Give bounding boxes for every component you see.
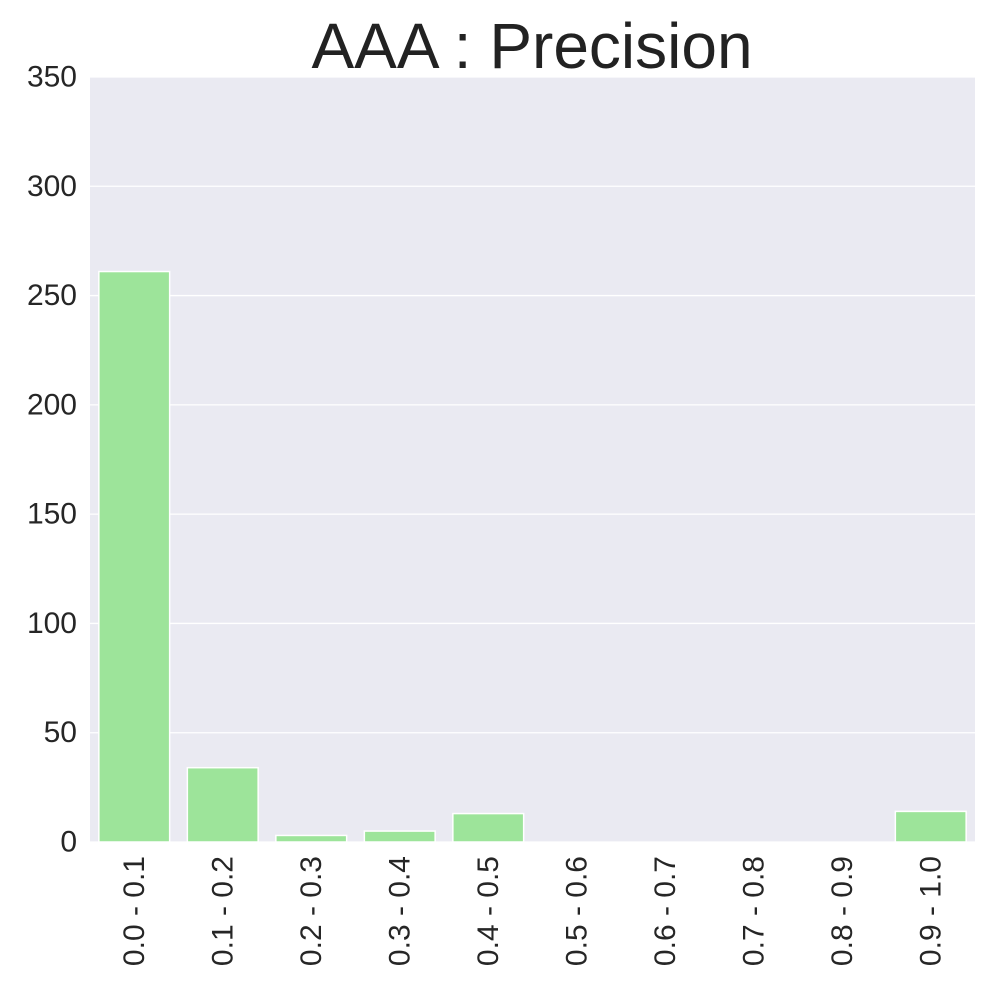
- y-tick-label: 250: [27, 279, 77, 312]
- y-tick-label: 100: [27, 607, 77, 640]
- x-tick-label: 0.9 - 1.0: [914, 856, 947, 966]
- y-tick-label: 0: [60, 826, 77, 859]
- y-tick-label: 50: [44, 716, 77, 749]
- x-tick-label: 0.6 - 0.7: [649, 856, 682, 966]
- x-tick-label: 0.0 - 0.1: [118, 856, 151, 966]
- gridlines: [90, 76, 975, 843]
- y-axis-tick-labels: 0 50 100 150 200 250 300 350: [27, 61, 77, 859]
- y-tick-label: 300: [27, 170, 77, 203]
- bar: [275, 834, 348, 843]
- x-axis-tick-labels: 0.0 - 0.1 0.1 - 0.2 0.2 - 0.3 0.3 - 0.4 0.4 …: [118, 856, 948, 966]
- bar: [363, 830, 436, 843]
- bar: [186, 766, 259, 843]
- bar: [452, 812, 525, 843]
- x-tick-label: 0.4 - 0.5: [472, 856, 505, 966]
- x-tick-label: 0.3 - 0.4: [383, 856, 416, 966]
- bar: [894, 810, 967, 843]
- chart-title: AAA : Precision: [311, 10, 752, 82]
- y-tick-label: 200: [27, 388, 77, 421]
- x-tick-label: 0.1 - 0.2: [206, 856, 239, 966]
- y-tick-label: 350: [27, 61, 77, 94]
- x-tick-label: 0.8 - 0.9: [826, 856, 859, 966]
- x-tick-label: 0.5 - 0.6: [560, 856, 593, 966]
- plot-area: [90, 77, 975, 842]
- y-tick-label: 150: [27, 498, 77, 531]
- x-tick-label: 0.2 - 0.3: [295, 856, 328, 966]
- bars: [98, 270, 967, 843]
- x-tick-label: 0.7 - 0.8: [737, 856, 770, 966]
- bar: [98, 270, 171, 843]
